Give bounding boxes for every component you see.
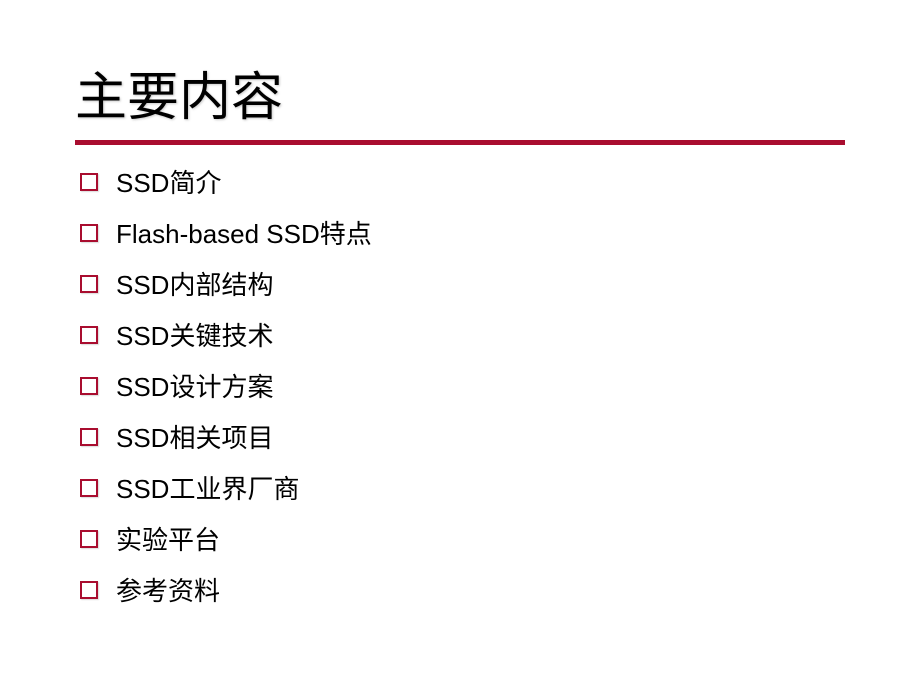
square-bullet-icon bbox=[80, 173, 98, 191]
list-item-label: SSD简介 bbox=[116, 163, 221, 200]
square-bullet-icon bbox=[80, 275, 98, 293]
list-item: SSD设计方案 bbox=[80, 367, 845, 404]
list-item-label: SSD关键技术 bbox=[116, 316, 273, 353]
list-item-label: 参考资料 bbox=[116, 571, 220, 608]
list-item: SSD简介 bbox=[80, 163, 845, 200]
list-item: SSD关键技术 bbox=[80, 316, 845, 353]
list-item-label: 实验平台 bbox=[116, 520, 220, 557]
square-bullet-icon bbox=[80, 428, 98, 446]
list-item-label: Flash-based SSD特点 bbox=[116, 214, 372, 251]
list-item-label: SSD设计方案 bbox=[116, 367, 273, 404]
list-item: SSD相关项目 bbox=[80, 418, 845, 455]
list-item: SSD工业界厂商 bbox=[80, 469, 845, 506]
list-item: 参考资料 bbox=[80, 571, 845, 608]
list-item: SSD内部结构 bbox=[80, 265, 845, 302]
list-item-label: SSD相关项目 bbox=[116, 418, 273, 455]
list-item-label: SSD工业界厂商 bbox=[116, 469, 299, 506]
page-title: 主要内容 bbox=[75, 55, 845, 130]
square-bullet-icon bbox=[80, 377, 98, 395]
square-bullet-icon bbox=[80, 224, 98, 242]
square-bullet-icon bbox=[80, 479, 98, 497]
square-bullet-icon bbox=[80, 326, 98, 344]
list-item: Flash-based SSD特点 bbox=[80, 214, 845, 251]
square-bullet-icon bbox=[80, 581, 98, 599]
content-list: SSD简介 Flash-based SSD特点 SSD内部结构 SSD关键技术 … bbox=[75, 163, 845, 608]
list-item-label: SSD内部结构 bbox=[116, 265, 273, 302]
square-bullet-icon bbox=[80, 530, 98, 548]
title-divider bbox=[75, 140, 845, 145]
list-item: 实验平台 bbox=[80, 520, 845, 557]
